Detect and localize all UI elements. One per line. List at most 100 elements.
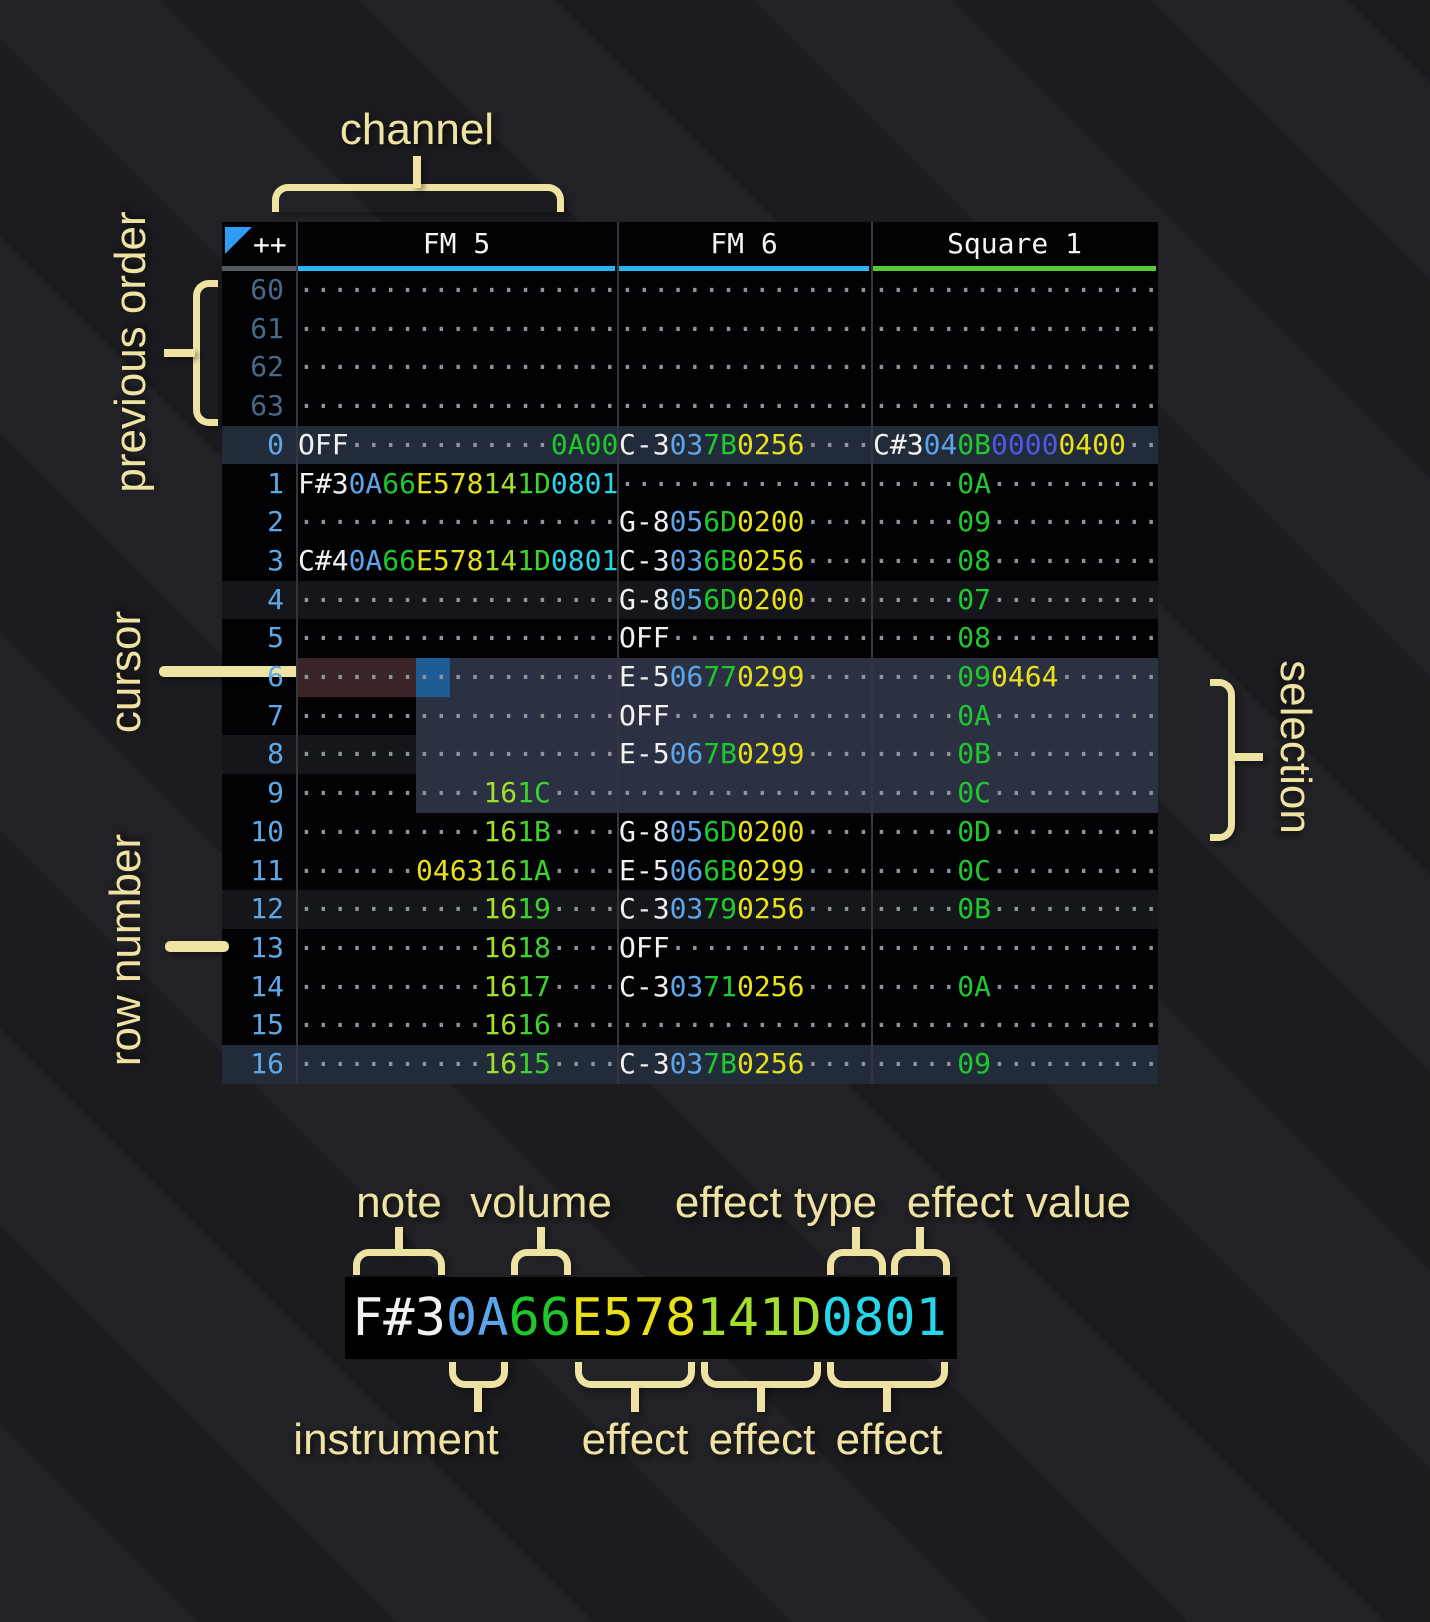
field-eg: 16: [517, 1008, 551, 1042]
field-eg: 19: [517, 892, 551, 926]
cursor-label: cursor: [101, 610, 150, 734]
field-eg: 15: [517, 1047, 551, 1080]
pattern-cell-s1[interactable]: .....090464......: [871, 653, 1160, 697]
pattern-cell-s1[interactable]: .....09..........: [871, 498, 1160, 542]
pattern-cell-fm6[interactable]: C-303790256....: [617, 885, 872, 929]
pattern-cell-fm5[interactable]: C#40A66E578141D0801: [296, 542, 618, 581]
pattern-cell-fm6[interactable]: ...............: [617, 460, 872, 504]
pattern-cell-fm5[interactable]: ...................: [296, 382, 618, 426]
field-ey: 0200: [737, 582, 805, 616]
pattern-cell-fm5[interactable]: ...................: [296, 692, 618, 736]
field-v: 77: [703, 660, 738, 693]
field-ey: 0256: [737, 1047, 805, 1080]
pattern-cell-fm6[interactable]: C-3037B0256....: [617, 421, 872, 465]
cursor-row-highlight: [296, 658, 416, 697]
pattern-cell-fm6[interactable]: ...............: [617, 266, 872, 310]
pattern-cell-fm5[interactable]: ...........1618....: [296, 924, 618, 968]
effect3-label: effect: [835, 1415, 943, 1464]
pattern-cell-fm6[interactable]: C-303710256....: [617, 963, 872, 1007]
effect1-stem: [631, 1386, 639, 1412]
pattern-cell-fm6[interactable]: E-5067B0299....: [617, 730, 872, 774]
pattern-cell-s1[interactable]: .................: [871, 305, 1160, 349]
empty-cells: ...............: [619, 304, 872, 338]
field-ey: 0200: [737, 814, 805, 848]
pattern-cell-s1[interactable]: .................: [871, 924, 1160, 968]
pattern-cell-fm5[interactable]: F#30A66E578141D0801: [296, 465, 618, 504]
empty-cells: ....: [550, 885, 619, 919]
pattern-cell-s1[interactable]: .....09..........: [871, 1040, 1160, 1084]
pattern-cell-fm5[interactable]: ...........1619....: [296, 885, 618, 929]
pattern-cell-fm5[interactable]: ...................: [296, 614, 618, 658]
pattern-cell-fm6[interactable]: G-8056D0200....: [617, 498, 872, 542]
pattern-cell-fm6[interactable]: ...............: [617, 1001, 872, 1045]
channel-header-fm-6[interactable]: FM 6: [710, 227, 778, 260]
pattern-cell-fm6[interactable]: OFF............: [617, 924, 872, 968]
pattern-cell-fm5[interactable]: ...................: [296, 653, 618, 697]
pattern-cell-s1[interactable]: C#3040B00000400..: [871, 421, 1160, 465]
empty-cells: ...............: [619, 343, 872, 377]
empty-cells: ...........: [298, 962, 484, 996]
pattern-cell-fm6[interactable]: E-5066B0299....: [617, 847, 872, 891]
field-i: 03: [669, 892, 704, 926]
pattern-cell-fm5[interactable]: ...........161B....: [296, 808, 618, 852]
empty-cells: ..........: [991, 691, 1160, 725]
pattern-cell-s1[interactable]: .................: [871, 343, 1160, 387]
field-el: 14: [483, 543, 518, 577]
pattern-cell-fm5[interactable]: ...........1616....: [296, 1001, 618, 1045]
pattern-cell-fm6[interactable]: OFF............: [617, 614, 872, 658]
pattern-cell-fm5[interactable]: ...................: [296, 266, 618, 310]
pattern-cell-fm6[interactable]: G-8056D0200....: [617, 808, 872, 852]
pattern-cell-s1[interactable]: .................: [871, 266, 1160, 310]
pattern-cell-fm6[interactable]: ...............: [617, 305, 872, 349]
pattern-cell-fm5[interactable]: ...................: [296, 498, 618, 542]
pattern-cell-s1[interactable]: .....0A..........: [871, 692, 1160, 736]
pattern-cell-fm5[interactable]: ...........1615....: [296, 1040, 618, 1084]
pattern-cell-fm5[interactable]: ...........1617....: [296, 963, 618, 1007]
pattern-cell-s1[interactable]: .....0A..........: [871, 460, 1160, 504]
channel-header-fm-5[interactable]: FM 5: [422, 227, 491, 260]
channel-header-square-1[interactable]: Square 1: [947, 227, 1082, 260]
pattern-cell-s1[interactable]: .....08..........: [871, 614, 1160, 658]
pattern-cell-s1[interactable]: .....0C..........: [871, 769, 1160, 813]
field-v: 0B: [957, 892, 992, 926]
pattern-cursor[interactable]: [416, 658, 450, 697]
field-el: 14: [483, 466, 518, 500]
field-n: C#4: [298, 543, 349, 577]
pattern-cell-s1[interactable]: .....0C..........: [871, 847, 1160, 891]
pattern-cell-fm6[interactable]: E-506770299....: [617, 653, 872, 697]
empty-cells: ..........: [991, 575, 1160, 609]
field-n: OFF: [619, 930, 670, 964]
pattern-cell-fm5[interactable]: .......0463161A....: [296, 847, 618, 891]
field-i: 03: [669, 969, 704, 1003]
pattern-cell-s1[interactable]: .....0D..........: [871, 808, 1160, 852]
pattern-cell-fm6[interactable]: C-3036B0256....: [617, 537, 872, 581]
empty-cells: ...................: [298, 691, 619, 725]
pattern-cell-s1[interactable]: .....0B..........: [871, 885, 1160, 929]
pattern-cell-fm5[interactable]: ...................: [296, 343, 618, 387]
pattern-cell-fm5[interactable]: OFF............0A00: [296, 421, 618, 465]
pattern-cell-s1[interactable]: .....08..........: [871, 537, 1160, 581]
empty-cells: ...................: [298, 730, 619, 764]
row-number: 1: [267, 466, 284, 500]
pattern-cell-s1[interactable]: .....07..........: [871, 576, 1160, 620]
pattern-cell-fm6[interactable]: C-3037B0256....: [617, 1040, 872, 1084]
corner-label[interactable]: ++: [253, 228, 287, 261]
pattern-cell-fm6[interactable]: OFF............: [617, 692, 872, 736]
pattern-cell-s1[interactable]: .....0A..........: [871, 963, 1160, 1007]
pattern-cell-s1[interactable]: .................: [871, 382, 1160, 426]
pattern-cell-fm6[interactable]: G-8056D0200....: [617, 576, 872, 620]
pattern-cell-fm5[interactable]: ...................: [296, 305, 618, 349]
empty-cells: ...........: [298, 1040, 484, 1073]
empty-cells: ...................: [298, 575, 619, 609]
pattern-cell-fm5[interactable]: ...........161C....: [296, 769, 618, 813]
pattern-cell-fm6[interactable]: ...............: [617, 382, 872, 426]
pattern-cell-s1[interactable]: .................: [871, 1001, 1160, 1045]
pattern-cell-fm5[interactable]: ...................: [296, 730, 618, 774]
effect-value-brace: [891, 1249, 950, 1275]
pattern-cell-s1[interactable]: .....0B..........: [871, 730, 1160, 774]
pattern-cell-fm6[interactable]: ...............: [617, 769, 872, 813]
effect1-brace: [575, 1362, 695, 1388]
pattern-cell-fm6[interactable]: ...............: [617, 343, 872, 387]
field-v: 7B: [703, 737, 738, 771]
pattern-cell-fm5[interactable]: ...................: [296, 576, 618, 620]
